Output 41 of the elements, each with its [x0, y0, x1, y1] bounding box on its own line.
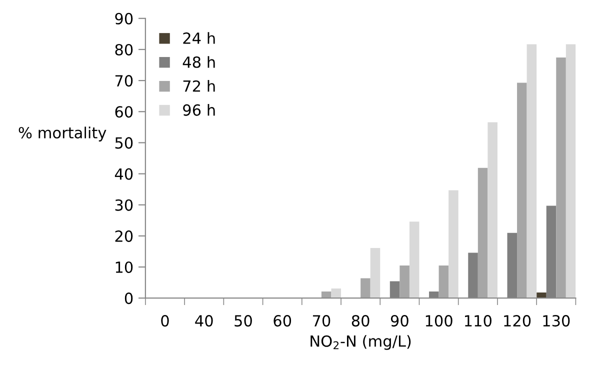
legend-label: 72 h	[183, 80, 215, 92]
y-axis-title: % mortality	[18, 126, 106, 142]
bar	[360, 278, 370, 298]
bar	[448, 190, 458, 298]
y-tick-label: 30	[115, 199, 133, 211]
bar	[370, 248, 380, 298]
y-tick-label: 0	[124, 292, 133, 304]
x-tick-label: 120	[504, 315, 531, 327]
bar	[400, 265, 410, 298]
x-tick-label: 130	[543, 315, 570, 327]
legend-label: 96 h	[183, 104, 215, 116]
x-axis-title: NO$_{2}$-N (mg/L)	[310, 335, 411, 350]
bar	[331, 288, 342, 298]
bar	[566, 44, 576, 298]
x-tick-label: 50	[234, 315, 252, 327]
y-tick-label: 60	[115, 106, 133, 118]
x-tick-label: 110	[465, 315, 492, 327]
x-tick-label: 0	[161, 315, 169, 327]
bar	[409, 222, 420, 298]
bar	[556, 58, 566, 298]
x-tick-label: 70	[312, 315, 330, 327]
x-tick-label: 100	[426, 315, 452, 327]
y-tick-label: 90	[115, 12, 133, 24]
x-tick-label: 60	[274, 315, 292, 327]
bar	[438, 265, 449, 298]
bar	[517, 82, 527, 298]
x-tick-label: 90	[390, 315, 408, 327]
x-tick-label: 80	[352, 315, 370, 327]
y-tick-label: 20	[115, 230, 133, 242]
y-tick-label: 80	[115, 44, 133, 56]
y-tick-label: 50	[115, 137, 133, 149]
y-tick-label: 70	[115, 75, 133, 87]
bar	[478, 168, 488, 298]
legend-label: 48 h	[182, 56, 215, 68]
x-tick-label: 40	[195, 315, 213, 327]
legend-label: 24 h	[183, 32, 215, 44]
y-tick-label: 40	[114, 168, 133, 180]
bar	[536, 292, 546, 298]
bar	[526, 44, 537, 298]
bar	[488, 122, 498, 298]
y-tick-label: 10	[116, 261, 133, 274]
